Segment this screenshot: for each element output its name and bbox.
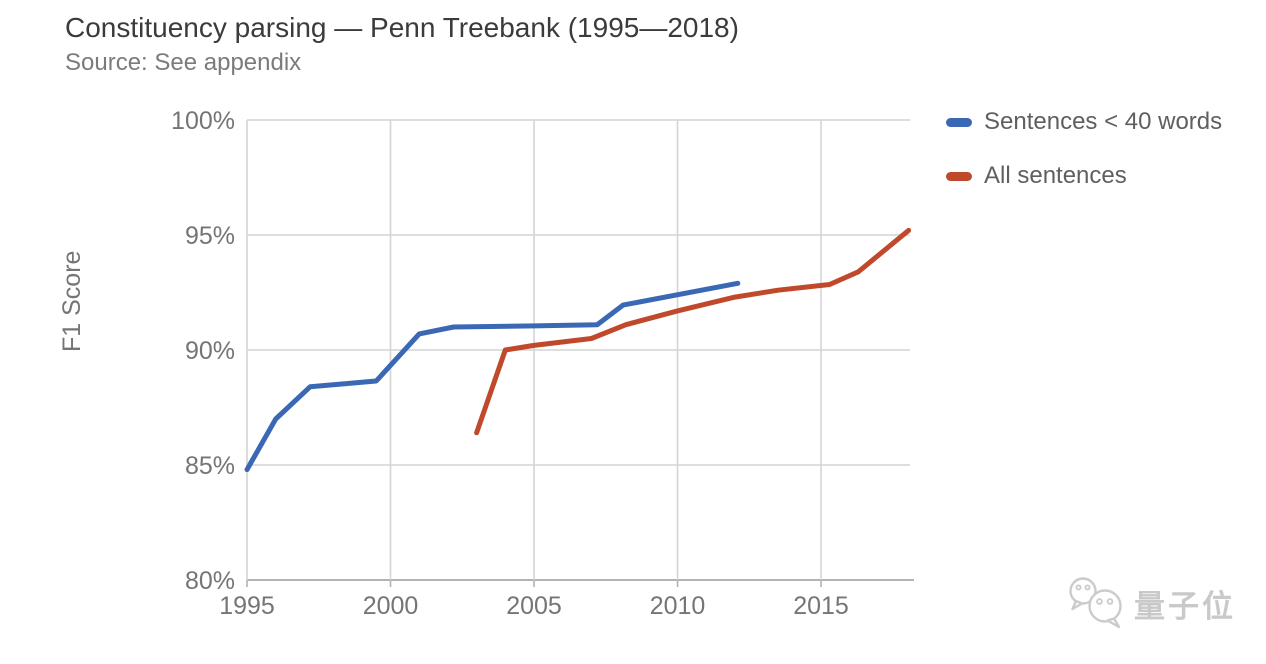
chart-title: Constituency parsing — Penn Treebank (19… <box>65 12 739 43</box>
y-tick-label-85: 85% <box>185 452 235 480</box>
chat-bubbles-icon <box>1069 577 1122 629</box>
legend-label-0: Sentences < 40 words <box>984 108 1223 135</box>
y-tick-label-100: 100% <box>171 107 235 135</box>
y-tick-label-95: 95% <box>185 222 235 250</box>
x-tick-label-2005: 2005 <box>506 592 562 620</box>
legend-label-1: All sentences <box>984 162 1127 189</box>
x-tick-label-2015: 2015 <box>793 592 849 620</box>
x-tick-label-1995: 1995 <box>219 592 275 620</box>
legend-item-0: Sentences < 40 words <box>946 108 1222 136</box>
chart-header: Constituency parsing — Penn Treebank (19… <box>65 12 739 78</box>
series-line-0 <box>244 280 741 473</box>
legend-item-1: All sentences <box>946 162 1222 190</box>
series-line-1 <box>474 227 912 436</box>
legend-swatch-0 <box>946 117 972 127</box>
x-tick-label-2000: 2000 <box>363 592 419 620</box>
x-tick-label-2010: 2010 <box>650 592 706 620</box>
chart-subtitle: Source: See appendix <box>65 49 302 76</box>
y-tick-label-90: 90% <box>185 337 235 365</box>
legend-swatch-1 <box>946 171 972 181</box>
watermark: 量子位 <box>1062 574 1236 632</box>
chart-legend: Sentences < 40 words All sentences <box>946 108 1222 216</box>
watermark-text: 量子位 <box>1134 588 1236 624</box>
y-tick-label-80: 80% <box>185 567 235 595</box>
